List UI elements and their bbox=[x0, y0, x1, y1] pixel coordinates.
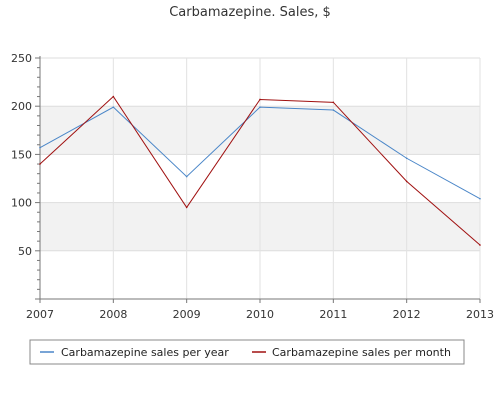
data-point bbox=[332, 101, 335, 104]
x-tick-label: 2011 bbox=[319, 308, 347, 321]
y-tick-label: 50 bbox=[18, 245, 32, 258]
series-lines bbox=[39, 95, 481, 246]
chart-title: Carbamazepine. Sales, $ bbox=[169, 5, 331, 20]
legend-label-per-year: Carbamazepine sales per year bbox=[61, 346, 229, 359]
legend: Carbamazepine sales per year Carbamazepi… bbox=[29, 339, 465, 365]
data-point bbox=[332, 109, 335, 111]
legend-label-per-month: Carbamazepine sales per month bbox=[272, 346, 451, 359]
y-tick-label: 100 bbox=[11, 197, 32, 210]
data-point bbox=[259, 98, 261, 101]
x-tick-label: 2010 bbox=[246, 308, 274, 321]
x-tick-labels: 2007 2008 2009 2010 2011 2012 2013 bbox=[26, 308, 494, 321]
x-tick-label: 2007 bbox=[26, 308, 54, 321]
data-point bbox=[405, 180, 408, 183]
x-tick-label: 2013 bbox=[466, 308, 494, 321]
y-tick-label: 250 bbox=[11, 52, 32, 65]
data-point bbox=[39, 146, 41, 149]
x-tick-label: 2009 bbox=[173, 308, 201, 321]
data-point bbox=[112, 95, 115, 98]
data-point bbox=[405, 157, 408, 160]
data-point bbox=[185, 206, 188, 209]
grid-lines bbox=[40, 57, 481, 299]
data-point bbox=[112, 106, 115, 108]
y-tick-label: 150 bbox=[11, 148, 32, 161]
data-point bbox=[259, 106, 261, 108]
x-tick-label: 2008 bbox=[99, 308, 127, 321]
y-tick-label: 200 bbox=[11, 100, 32, 113]
y-tick-labels: 250 200 150 100 50 bbox=[11, 52, 32, 258]
data-point bbox=[39, 163, 41, 165]
data-point bbox=[185, 175, 188, 178]
data-point bbox=[479, 244, 481, 246]
data-point bbox=[479, 197, 481, 200]
x-tick-label: 2012 bbox=[393, 308, 421, 321]
axes bbox=[35, 56, 481, 303]
legend-box bbox=[29, 339, 465, 365]
